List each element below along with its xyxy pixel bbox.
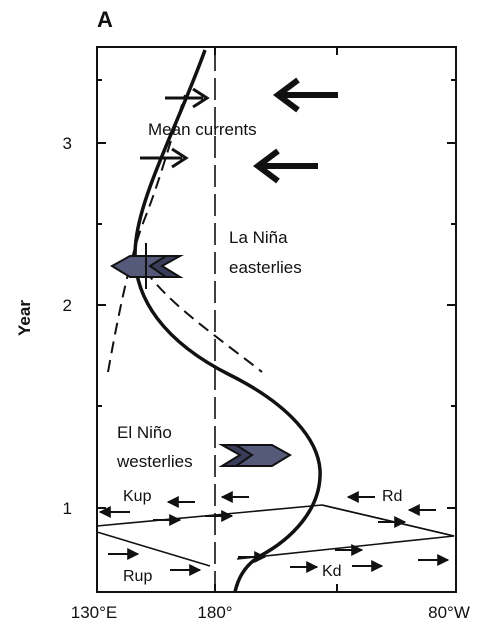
y-axis-label: Year xyxy=(15,300,34,336)
la-nina-label-line1: La Niña xyxy=(229,228,288,247)
kd-label: Kd xyxy=(322,563,342,580)
wave-ray-lines xyxy=(97,505,454,566)
la-nina-label-line2: easterlies xyxy=(229,258,302,277)
rup-label: Rup xyxy=(123,568,152,585)
la-nina-wind-arrow xyxy=(112,243,180,289)
rd-label: Rd xyxy=(382,488,402,505)
panel-label: A xyxy=(97,7,113,32)
x-tick-180: 180° xyxy=(197,603,232,622)
mean-currents-label: Mean currents xyxy=(148,120,257,139)
el-nino-wind-arrow xyxy=(222,445,290,466)
el-nino-label-line2: westerlies xyxy=(116,452,193,471)
kup-label: Kup xyxy=(123,488,152,505)
x-tick-80w: 80°W xyxy=(428,603,470,622)
dashed-curve-right xyxy=(145,270,262,372)
y-tick-1: 1 xyxy=(63,499,72,518)
el-nino-label-line1: El Niño xyxy=(117,423,172,442)
y-tick-2: 2 xyxy=(63,296,72,315)
x-tick-130e: 130°E xyxy=(71,603,118,622)
wave-small-arrows xyxy=(100,497,448,570)
y-tick-3: 3 xyxy=(63,134,72,153)
